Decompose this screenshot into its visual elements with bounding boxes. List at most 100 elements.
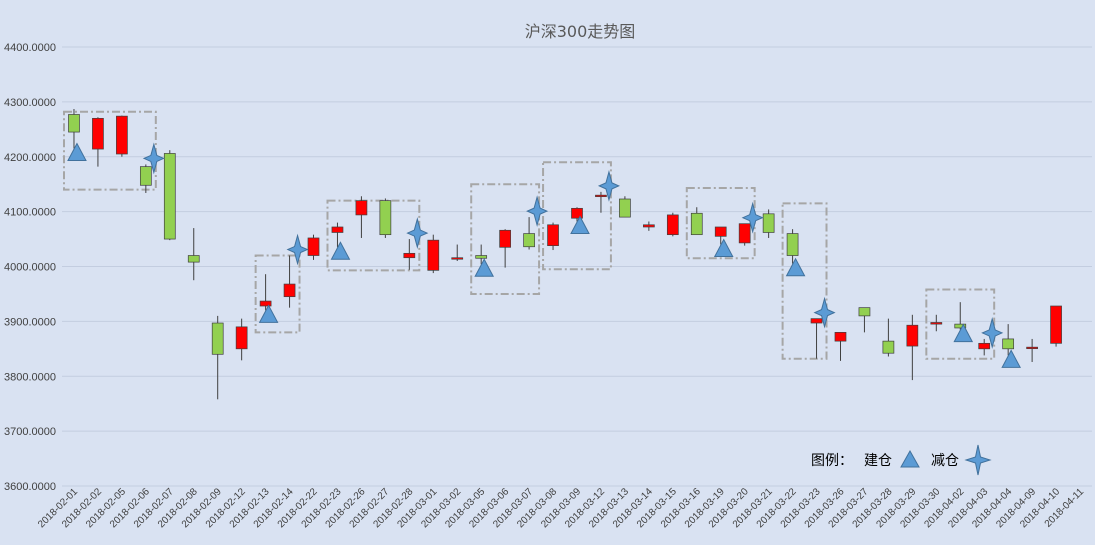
candle bbox=[666, 212, 679, 237]
candle-body bbox=[499, 229, 511, 248]
y-tick-label: 4000.0000 bbox=[4, 262, 56, 274]
y-tick-label: 3600.0000 bbox=[4, 481, 56, 493]
candle bbox=[619, 196, 631, 218]
candle bbox=[523, 217, 535, 250]
candle bbox=[331, 222, 344, 248]
candle bbox=[307, 234, 320, 260]
y-tick-label: 3700.0000 bbox=[4, 426, 56, 438]
candle bbox=[690, 207, 703, 236]
candle bbox=[475, 244, 488, 265]
candle-body bbox=[906, 324, 919, 347]
sell-marker-star-icon bbox=[741, 201, 764, 234]
candle-body bbox=[92, 117, 104, 150]
candle bbox=[1002, 324, 1015, 356]
candle-body bbox=[116, 115, 128, 155]
candle-body bbox=[451, 257, 464, 260]
candle bbox=[882, 318, 895, 357]
candle bbox=[92, 117, 104, 167]
annotation-box bbox=[254, 254, 301, 334]
legend-label: 图例： bbox=[811, 453, 853, 469]
sell-marker-star-icon bbox=[597, 169, 620, 202]
candle-body bbox=[307, 237, 320, 256]
annotation-box bbox=[925, 288, 996, 360]
candle bbox=[259, 274, 272, 311]
candle bbox=[1050, 305, 1062, 347]
candle-body bbox=[786, 233, 799, 256]
buy-marker-triangle-icon bbox=[785, 257, 806, 277]
y-axis-ticks: 3600.0000 3700.0000 3800.0000 3900.0000 4000… bbox=[4, 42, 56, 493]
candle bbox=[954, 302, 967, 330]
candle-body bbox=[235, 326, 248, 350]
candle bbox=[283, 255, 296, 308]
buy-marker-triangle-icon bbox=[953, 323, 974, 343]
candle bbox=[235, 318, 248, 361]
buy-marker-triangle-icon bbox=[330, 241, 351, 260]
candle bbox=[379, 198, 392, 238]
candle bbox=[499, 229, 511, 268]
candle bbox=[738, 223, 751, 246]
sell-marker-star-icon bbox=[406, 217, 429, 249]
candle-body bbox=[1002, 338, 1015, 350]
candle-body bbox=[762, 213, 775, 233]
candle-body bbox=[259, 300, 272, 307]
candle-body bbox=[930, 322, 943, 325]
candle bbox=[762, 209, 775, 238]
candle-body bbox=[355, 200, 368, 216]
buy-marker-triangle-icon bbox=[570, 215, 590, 235]
candle bbox=[211, 315, 224, 400]
y-tick-label: 4300.0000 bbox=[4, 97, 56, 109]
y-tick-label: 3800.0000 bbox=[4, 371, 56, 383]
candle-body bbox=[882, 340, 895, 354]
candle bbox=[427, 234, 440, 274]
legend-sell-star-icon bbox=[964, 444, 992, 476]
legend-sell-label: 减仓 bbox=[931, 453, 959, 469]
candle bbox=[643, 221, 655, 231]
candle bbox=[786, 229, 799, 264]
candle-body bbox=[403, 252, 416, 259]
candle bbox=[595, 191, 607, 213]
y-tick-label: 4400.0000 bbox=[4, 42, 56, 54]
candle bbox=[68, 109, 80, 149]
candle-body bbox=[523, 233, 535, 248]
annotation-box bbox=[326, 199, 421, 272]
candle bbox=[1026, 338, 1038, 362]
buy-marker-triangle-icon bbox=[67, 142, 87, 162]
y-tick-label: 4100.0000 bbox=[4, 207, 56, 219]
candle bbox=[116, 115, 128, 157]
candles bbox=[68, 109, 1062, 400]
candle-body bbox=[379, 200, 392, 236]
sell-marker-star-icon bbox=[981, 317, 1004, 349]
candle-body bbox=[547, 224, 559, 246]
candle-body bbox=[163, 153, 176, 240]
candle bbox=[187, 228, 200, 281]
candle-body bbox=[475, 255, 488, 259]
sell-marker-star-icon bbox=[526, 195, 549, 228]
candle bbox=[451, 244, 464, 262]
candle bbox=[163, 150, 176, 241]
sell-marker-star-icon bbox=[286, 233, 309, 266]
sell-marker-star-icon bbox=[813, 296, 836, 329]
candle bbox=[547, 222, 559, 251]
trade-markers bbox=[67, 142, 1021, 368]
candle-body bbox=[978, 342, 991, 350]
candle-body bbox=[954, 323, 967, 329]
sell-marker-star-icon bbox=[142, 142, 165, 175]
candle-body bbox=[139, 166, 152, 186]
candle bbox=[139, 164, 152, 193]
candle bbox=[930, 314, 943, 332]
buy-marker-triangle-icon bbox=[713, 238, 734, 258]
buy-marker-triangle-icon bbox=[258, 304, 279, 323]
candle-body bbox=[834, 332, 847, 342]
candle bbox=[834, 332, 847, 361]
chart-title: 沪深300走势图 bbox=[525, 22, 636, 41]
candle-body bbox=[571, 207, 583, 219]
candle bbox=[906, 314, 919, 381]
annotation-box bbox=[542, 161, 612, 271]
candle-body bbox=[714, 226, 727, 237]
candle-body bbox=[331, 226, 344, 233]
candle bbox=[571, 207, 583, 222]
legend: 图例： 建仓 减仓 bbox=[811, 444, 992, 476]
candle-body bbox=[1026, 346, 1038, 350]
candle-body bbox=[211, 322, 224, 355]
